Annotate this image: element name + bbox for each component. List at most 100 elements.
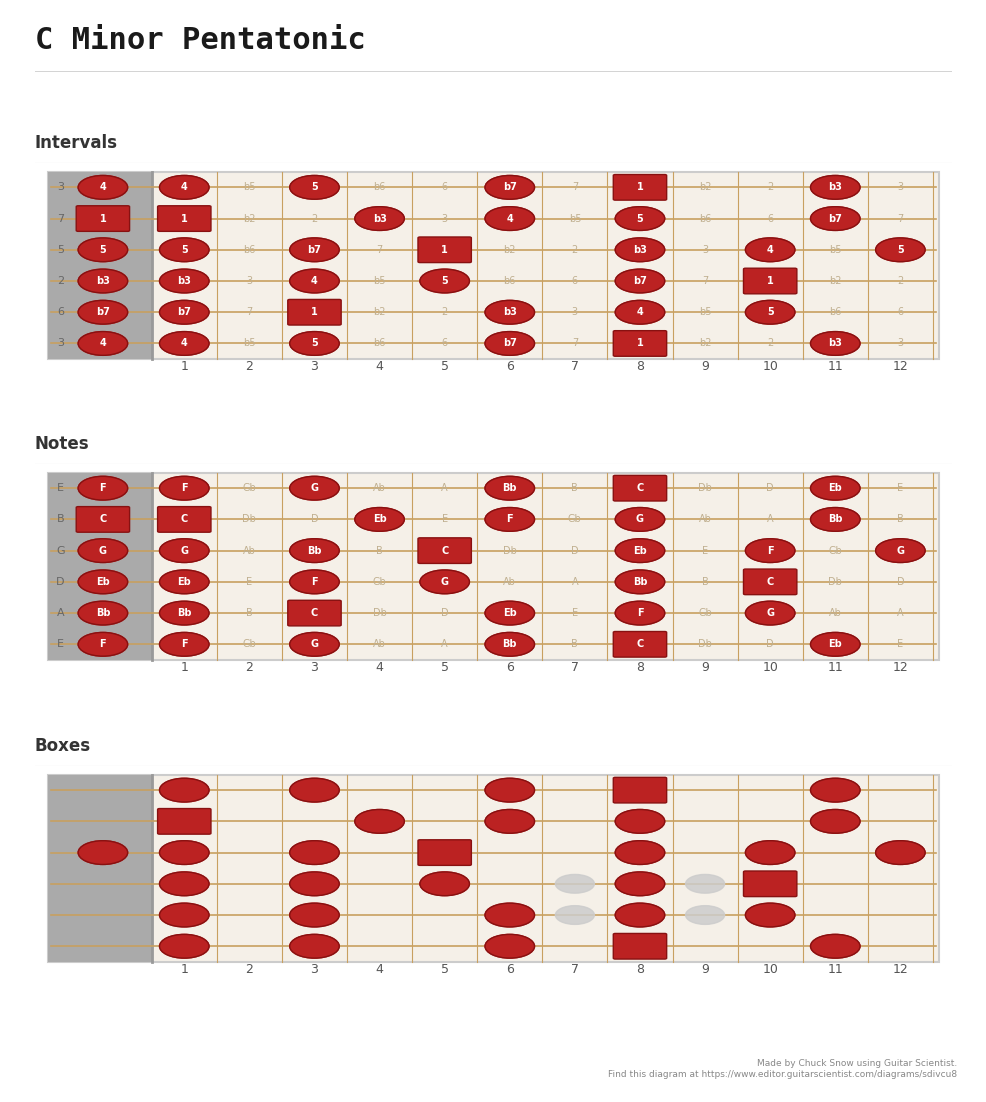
Text: 5: 5 xyxy=(896,245,903,255)
Circle shape xyxy=(78,476,127,500)
Text: 2: 2 xyxy=(246,661,253,674)
Text: 2: 2 xyxy=(57,276,64,287)
FancyBboxPatch shape xyxy=(158,507,211,532)
Circle shape xyxy=(160,934,209,958)
Circle shape xyxy=(614,238,664,261)
Text: G: G xyxy=(99,545,106,555)
Text: b5: b5 xyxy=(373,276,386,287)
Circle shape xyxy=(78,570,127,594)
Text: b5: b5 xyxy=(698,307,711,317)
FancyBboxPatch shape xyxy=(612,331,666,356)
Text: b2: b2 xyxy=(373,307,386,317)
Text: Db: Db xyxy=(697,483,711,494)
Circle shape xyxy=(810,633,859,656)
Circle shape xyxy=(484,778,534,802)
Circle shape xyxy=(484,633,534,656)
Text: 3: 3 xyxy=(571,307,578,317)
Text: 8: 8 xyxy=(635,661,643,674)
Text: 5: 5 xyxy=(180,245,187,255)
Text: Bb: Bb xyxy=(96,608,110,618)
Text: b7: b7 xyxy=(502,182,517,193)
Text: Bb: Bb xyxy=(307,545,321,555)
Text: 8: 8 xyxy=(635,360,643,374)
FancyBboxPatch shape xyxy=(47,172,152,359)
Circle shape xyxy=(290,539,339,562)
Text: B: B xyxy=(57,515,64,525)
Circle shape xyxy=(685,906,724,925)
Text: 5: 5 xyxy=(441,276,448,287)
Text: B: B xyxy=(571,639,578,649)
Text: 5: 5 xyxy=(766,307,773,317)
Text: b7: b7 xyxy=(632,276,646,287)
Text: b3: b3 xyxy=(502,307,517,317)
Text: 4: 4 xyxy=(766,245,773,255)
Text: B: B xyxy=(571,483,578,494)
Circle shape xyxy=(290,476,339,500)
Circle shape xyxy=(614,602,664,625)
Text: Ab: Ab xyxy=(243,545,255,555)
Text: 3: 3 xyxy=(57,338,64,348)
Text: 12: 12 xyxy=(891,963,907,976)
Text: 1: 1 xyxy=(441,245,448,255)
Text: Eb: Eb xyxy=(96,576,109,587)
Text: D: D xyxy=(571,545,578,555)
FancyBboxPatch shape xyxy=(47,775,939,962)
Circle shape xyxy=(810,175,859,199)
FancyBboxPatch shape xyxy=(612,174,666,201)
Text: 7: 7 xyxy=(701,276,708,287)
Text: 11: 11 xyxy=(826,661,842,674)
Text: Ab: Ab xyxy=(373,483,386,494)
FancyBboxPatch shape xyxy=(612,475,666,501)
Circle shape xyxy=(290,238,339,261)
Circle shape xyxy=(290,332,339,355)
Text: Boxes: Boxes xyxy=(35,737,91,755)
Text: Db: Db xyxy=(373,608,387,618)
Text: 5: 5 xyxy=(311,338,317,348)
Circle shape xyxy=(290,175,339,199)
Text: 4: 4 xyxy=(100,182,106,193)
Text: b3: b3 xyxy=(827,182,841,193)
Circle shape xyxy=(614,810,664,833)
Text: 11: 11 xyxy=(826,963,842,976)
Text: 4: 4 xyxy=(311,276,317,287)
Text: 9: 9 xyxy=(700,661,708,674)
Circle shape xyxy=(160,633,209,656)
Circle shape xyxy=(419,872,469,896)
Text: Eb: Eb xyxy=(503,608,516,618)
Text: b6: b6 xyxy=(503,276,516,287)
Circle shape xyxy=(614,539,664,562)
Text: A: A xyxy=(571,576,578,587)
Text: Gb: Gb xyxy=(827,545,841,555)
Text: 3: 3 xyxy=(311,661,318,674)
Text: D: D xyxy=(895,576,903,587)
Text: 7: 7 xyxy=(570,661,578,674)
Circle shape xyxy=(555,906,594,925)
Text: 1: 1 xyxy=(636,182,643,193)
Text: C Minor Pentatonic: C Minor Pentatonic xyxy=(35,25,365,55)
Circle shape xyxy=(810,508,859,531)
Text: F: F xyxy=(100,639,106,649)
Text: Db: Db xyxy=(502,545,517,555)
Text: E: E xyxy=(57,639,64,649)
Text: 5: 5 xyxy=(57,245,64,255)
Text: C: C xyxy=(180,515,187,525)
Text: D: D xyxy=(311,515,317,525)
Text: Bb: Bb xyxy=(827,515,842,525)
Circle shape xyxy=(614,269,664,293)
Circle shape xyxy=(160,872,209,896)
Text: 7: 7 xyxy=(570,963,578,976)
Text: b5: b5 xyxy=(828,245,841,255)
Circle shape xyxy=(484,934,534,958)
Text: 1: 1 xyxy=(311,307,317,317)
Circle shape xyxy=(484,207,534,230)
Text: 7: 7 xyxy=(570,360,578,374)
Circle shape xyxy=(290,841,339,864)
Circle shape xyxy=(160,570,209,594)
Text: 3: 3 xyxy=(441,214,448,224)
Text: b7: b7 xyxy=(177,307,191,317)
Text: C: C xyxy=(636,483,643,494)
FancyBboxPatch shape xyxy=(417,840,471,865)
Circle shape xyxy=(78,602,127,625)
Circle shape xyxy=(290,269,339,293)
Text: 7: 7 xyxy=(376,245,383,255)
